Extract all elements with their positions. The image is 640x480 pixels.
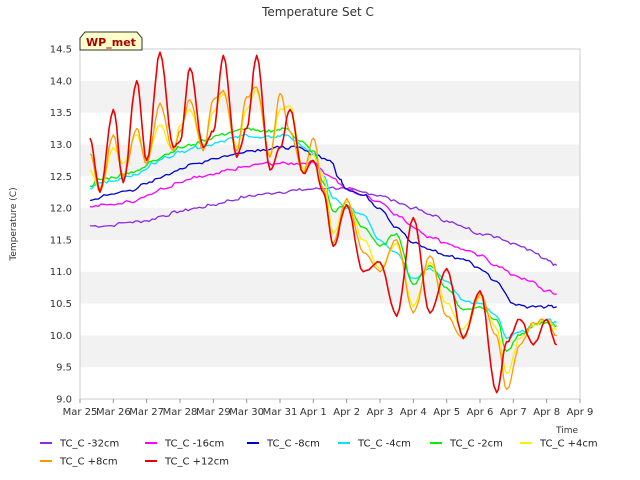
series-line-0 <box>90 186 558 266</box>
x-tick-label: Mar 30 <box>229 407 264 418</box>
x-tick-label: Apr 7 <box>500 407 527 418</box>
x-tick-label: Apr 9 <box>567 407 594 418</box>
grid-band <box>80 303 580 336</box>
chart-title: Temperature Set C <box>261 5 374 19</box>
series-line-4 <box>89 127 557 352</box>
y-tick-label: 11.0 <box>50 267 72 278</box>
grid-band <box>80 49 580 81</box>
series-line-1 <box>90 160 557 295</box>
x-tick-label: Mar 26 <box>96 407 131 418</box>
series-line-7 <box>89 51 558 394</box>
grid-band <box>80 367 580 399</box>
x-tick-label: Apr 6 <box>467 407 494 418</box>
legend-entry: TC_C -32cm <box>59 439 119 450</box>
legend: TC_C -32cm TC_C -16cm TC_C -8cm TC_C -4cm TC… <box>40 439 598 468</box>
grid-band <box>80 271 580 304</box>
badge-label: WP_met <box>86 36 136 49</box>
grid-band <box>80 112 580 145</box>
y-tick-label: 9.5 <box>56 363 72 374</box>
x-tick-label: Apr 8 <box>533 407 560 418</box>
series-line-6 <box>89 86 557 391</box>
series-lines <box>89 51 558 394</box>
y-tick-label: 14.5 <box>50 45 72 56</box>
legend-entry: TC_C -16cm <box>164 439 224 450</box>
y-tick-label: 12.0 <box>50 204 72 215</box>
y-tick-label: 10.0 <box>50 331 72 342</box>
plot-frame <box>79 48 581 400</box>
grid-band <box>80 239 580 272</box>
grid-band <box>80 335 580 368</box>
y-tick-label: 14.0 <box>50 76 72 87</box>
y-tick-label: 12.5 <box>50 172 72 183</box>
x-tick-label: Apr 3 <box>367 407 394 418</box>
x-tick-label: Mar 27 <box>129 407 164 418</box>
x-tick-label: Mar 28 <box>163 407 198 418</box>
y-tick-label: 9.0 <box>56 395 72 406</box>
x-tick-label: Apr 4 <box>400 407 427 418</box>
legend-entry: TC_C -2cm <box>449 439 503 450</box>
grid-band <box>80 80 580 113</box>
legend-entry: TC_C +4cm <box>539 439 598 450</box>
y-tick-label: 13.5 <box>50 108 72 119</box>
legend-entry: TC_C -8cm <box>266 439 320 450</box>
x-tick-label: Mar 29 <box>196 407 231 418</box>
y-axis-ticks: 9.0 9.5 10.0 10.5 11.0 11.5 12.0 12.5 13.0 13.5 14… <box>50 45 72 406</box>
wp-met-badge: WP_met <box>79 31 143 51</box>
x-tick-label: Apr 1 <box>300 407 327 418</box>
x-tick-label: Mar 25 <box>63 407 98 418</box>
legend-entry: TC_C -4cm <box>357 439 411 450</box>
x-tick-label: Mar 31 <box>263 407 298 418</box>
y-tick-label: 10.5 <box>50 299 72 310</box>
legend-entry: TC_C +8cm <box>59 457 118 468</box>
x-tick-label: Apr 5 <box>433 407 460 418</box>
y-tick-label: 13.0 <box>50 140 72 151</box>
legend-entry: TC_C +12cm <box>164 457 229 468</box>
y-tick-label: 11.5 <box>50 235 72 246</box>
badge-shape <box>79 31 143 51</box>
x-axis-label: Time <box>555 426 578 436</box>
y-axis-label: Temperature (C) <box>9 187 19 261</box>
x-tick-label: Apr 2 <box>333 407 360 418</box>
series-line-2 <box>89 145 557 309</box>
